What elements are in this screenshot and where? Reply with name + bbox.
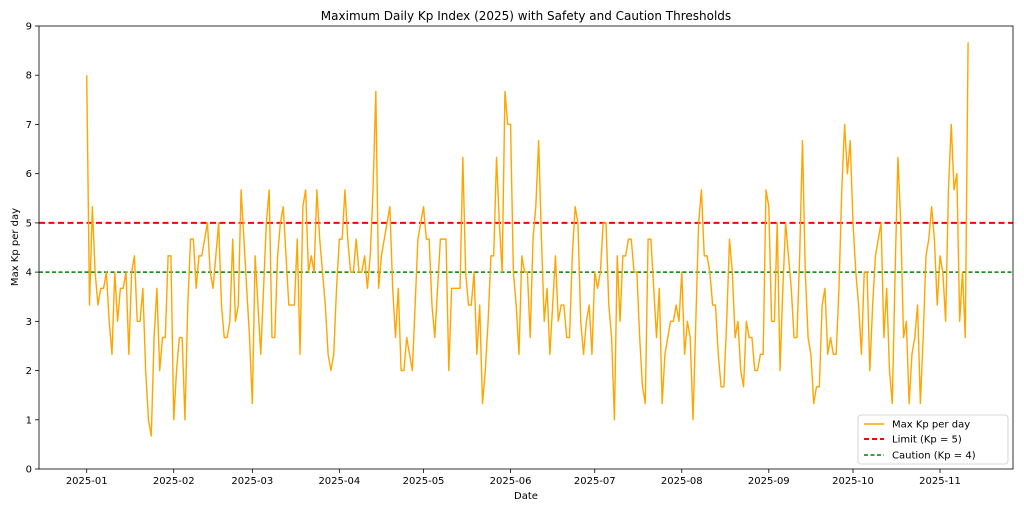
x-tick-label: 2025-02 [153, 476, 195, 487]
y-axis-label: Max Kp per day [10, 208, 21, 286]
x-tick-label: 2025-10 [832, 476, 874, 487]
x-tick-label: 2025-07 [574, 476, 616, 487]
x-tick-label: 2025-11 [919, 476, 961, 487]
series-layer [86, 42, 969, 437]
x-axis-ticks: 2025-01 2025-02 2025-03 2025-04 2025-05 2025-… [66, 469, 961, 487]
legend: Max Kp per day Limit (Kp = 5) Caution (K… [857, 414, 1009, 465]
plot-frame [38, 25, 1014, 470]
x-tick-label: 2025-05 [403, 476, 445, 487]
y-tick-label: 9 [26, 22, 32, 33]
y-tick-label: 3 [26, 317, 32, 328]
chart-title: Maximum Daily Kp Index (2025) with Safet… [321, 9, 731, 23]
x-tick-label: 2025-09 [748, 476, 790, 487]
y-tick-label: 0 [26, 465, 32, 476]
y-tick-label: 8 [26, 71, 32, 82]
x-tick-label: 2025-08 [661, 476, 703, 487]
x-tick-label: 2025-01 [66, 476, 108, 487]
y-axis-ticks: 0 1 2 3 4 5 6 7 8 9 [26, 22, 39, 476]
legend-box [857, 414, 1009, 465]
y-tick-label: 1 [26, 415, 32, 426]
x-axis-label: Date [514, 491, 538, 502]
x-tick-label: 2025-06 [490, 476, 532, 487]
plot-area [39, 26, 1013, 469]
x-tick-label: 2025-04 [318, 476, 360, 487]
legend-label-max-kp: Max Kp per day [892, 420, 970, 431]
threshold-layer [39, 221, 1013, 273]
y-tick-label: 4 [26, 268, 32, 279]
y-tick-label: 7 [26, 120, 32, 131]
legend-label-limit: Limit (Kp = 5) [892, 435, 962, 446]
max-kp-series-line [86, 42, 969, 437]
x-tick-label: 2025-03 [231, 476, 273, 487]
y-tick-label: 2 [26, 366, 32, 377]
legend-label-caution: Caution (Kp = 4) [892, 451, 976, 462]
y-tick-label: 5 [26, 218, 32, 229]
y-tick-label: 6 [26, 169, 32, 180]
